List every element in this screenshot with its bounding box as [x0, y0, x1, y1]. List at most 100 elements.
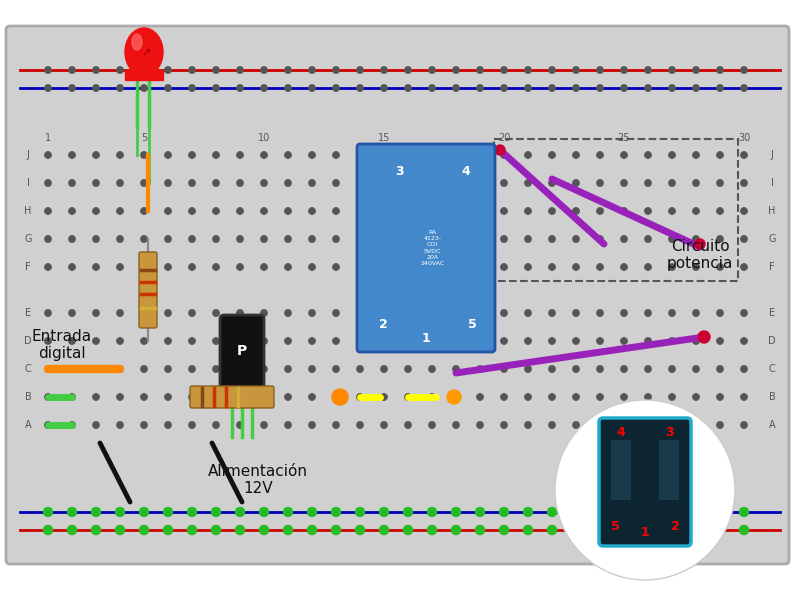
- Circle shape: [357, 264, 363, 270]
- Circle shape: [429, 366, 435, 372]
- Circle shape: [477, 85, 483, 91]
- Circle shape: [523, 508, 533, 517]
- Circle shape: [525, 264, 531, 270]
- FancyBboxPatch shape: [6, 26, 789, 564]
- Circle shape: [189, 208, 195, 214]
- Circle shape: [187, 526, 197, 535]
- Circle shape: [93, 67, 99, 73]
- Circle shape: [309, 310, 315, 316]
- Circle shape: [501, 236, 507, 242]
- Circle shape: [619, 508, 629, 517]
- Circle shape: [189, 152, 195, 158]
- Circle shape: [43, 526, 53, 535]
- Circle shape: [525, 310, 531, 316]
- Circle shape: [477, 366, 483, 372]
- Circle shape: [237, 180, 243, 186]
- Circle shape: [141, 67, 147, 73]
- Circle shape: [165, 85, 171, 91]
- Circle shape: [189, 394, 195, 400]
- Circle shape: [477, 67, 483, 73]
- Circle shape: [117, 394, 123, 400]
- Circle shape: [309, 264, 315, 270]
- Circle shape: [573, 264, 579, 270]
- Circle shape: [115, 526, 125, 535]
- Circle shape: [597, 208, 603, 214]
- Circle shape: [117, 236, 123, 242]
- Circle shape: [237, 85, 243, 91]
- Text: C: C: [25, 364, 31, 374]
- Circle shape: [475, 508, 485, 517]
- Circle shape: [573, 180, 579, 186]
- Circle shape: [429, 152, 435, 158]
- Circle shape: [285, 264, 291, 270]
- Circle shape: [117, 152, 123, 158]
- Circle shape: [165, 310, 171, 316]
- Circle shape: [741, 67, 747, 73]
- Circle shape: [501, 67, 507, 73]
- Circle shape: [189, 67, 195, 73]
- Circle shape: [357, 152, 363, 158]
- Circle shape: [691, 508, 701, 517]
- Circle shape: [69, 394, 75, 400]
- Circle shape: [141, 180, 147, 186]
- Circle shape: [621, 180, 627, 186]
- Circle shape: [573, 338, 579, 344]
- Circle shape: [525, 67, 531, 73]
- Circle shape: [213, 236, 219, 242]
- Circle shape: [669, 338, 675, 344]
- Circle shape: [429, 236, 435, 242]
- Circle shape: [453, 366, 459, 372]
- Circle shape: [691, 526, 701, 535]
- Circle shape: [429, 208, 435, 214]
- Bar: [611, 440, 631, 500]
- Circle shape: [213, 180, 219, 186]
- Circle shape: [477, 264, 483, 270]
- Bar: [659, 440, 679, 500]
- Circle shape: [213, 366, 219, 372]
- Circle shape: [549, 338, 555, 344]
- Circle shape: [698, 331, 710, 343]
- Circle shape: [693, 394, 699, 400]
- Circle shape: [165, 236, 171, 242]
- Circle shape: [717, 67, 723, 73]
- Circle shape: [597, 180, 603, 186]
- Circle shape: [309, 236, 315, 242]
- Circle shape: [381, 180, 387, 186]
- Circle shape: [379, 526, 389, 535]
- Circle shape: [549, 394, 555, 400]
- Circle shape: [333, 180, 339, 186]
- Circle shape: [499, 508, 509, 517]
- Circle shape: [309, 394, 315, 400]
- Circle shape: [693, 422, 699, 428]
- Circle shape: [333, 394, 339, 400]
- Circle shape: [261, 67, 267, 73]
- Circle shape: [69, 180, 75, 186]
- Circle shape: [69, 152, 75, 158]
- Circle shape: [741, 394, 747, 400]
- Circle shape: [403, 526, 413, 535]
- Circle shape: [405, 180, 411, 186]
- Circle shape: [307, 508, 317, 517]
- Text: J: J: [770, 150, 774, 160]
- Circle shape: [643, 526, 653, 535]
- Circle shape: [117, 264, 123, 270]
- Circle shape: [309, 422, 315, 428]
- Circle shape: [669, 180, 675, 186]
- Circle shape: [189, 85, 195, 91]
- Circle shape: [499, 526, 509, 535]
- Circle shape: [69, 338, 75, 344]
- Circle shape: [117, 180, 123, 186]
- Circle shape: [597, 394, 603, 400]
- Circle shape: [453, 152, 459, 158]
- Circle shape: [45, 152, 51, 158]
- Circle shape: [93, 180, 99, 186]
- Text: 3: 3: [665, 425, 674, 439]
- Text: F: F: [25, 262, 31, 272]
- Circle shape: [621, 366, 627, 372]
- Circle shape: [213, 85, 219, 91]
- Circle shape: [525, 152, 531, 158]
- Circle shape: [717, 208, 723, 214]
- Circle shape: [333, 236, 339, 242]
- Circle shape: [381, 338, 387, 344]
- Circle shape: [261, 264, 267, 270]
